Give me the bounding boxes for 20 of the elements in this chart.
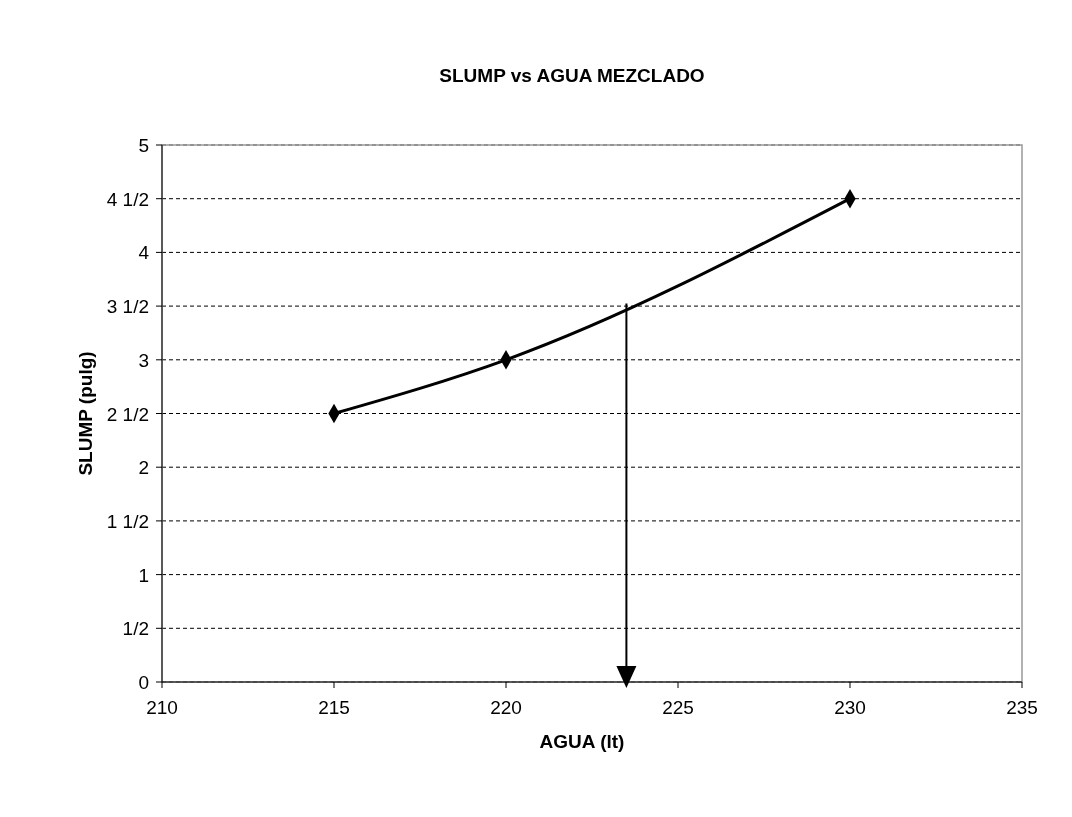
- x-axis-title: AGUA (lt): [539, 731, 625, 752]
- y-tick-label: 1 1/2: [106, 510, 149, 532]
- x-tick-label: 235: [1006, 697, 1038, 718]
- y-tick-label: 4 1/2: [106, 188, 149, 210]
- y-tick-label: 2 1/2: [106, 403, 149, 425]
- x-tick-label: 230: [834, 697, 866, 718]
- x-tick-label: 210: [146, 697, 178, 718]
- chart-title: SLUMP vs AGUA MEZCLADO: [439, 65, 705, 86]
- x-tick-label: 220: [490, 697, 522, 718]
- y-tick-label: 1: [138, 564, 149, 586]
- y-tick-label: 5: [138, 135, 149, 156]
- y-tick-label: 1/2: [122, 618, 149, 640]
- y-tick-label: 3: [138, 349, 149, 371]
- y-axis-title: SLUMP (pulg): [75, 351, 96, 476]
- y-tick-label: 4: [138, 242, 150, 264]
- x-tick-label: 215: [318, 697, 350, 718]
- y-tick-label: 0: [138, 672, 149, 693]
- x-tick-label: 225: [662, 697, 694, 718]
- y-tick-label: 2: [138, 457, 149, 479]
- y-tick-label: 3 1/2: [106, 296, 149, 318]
